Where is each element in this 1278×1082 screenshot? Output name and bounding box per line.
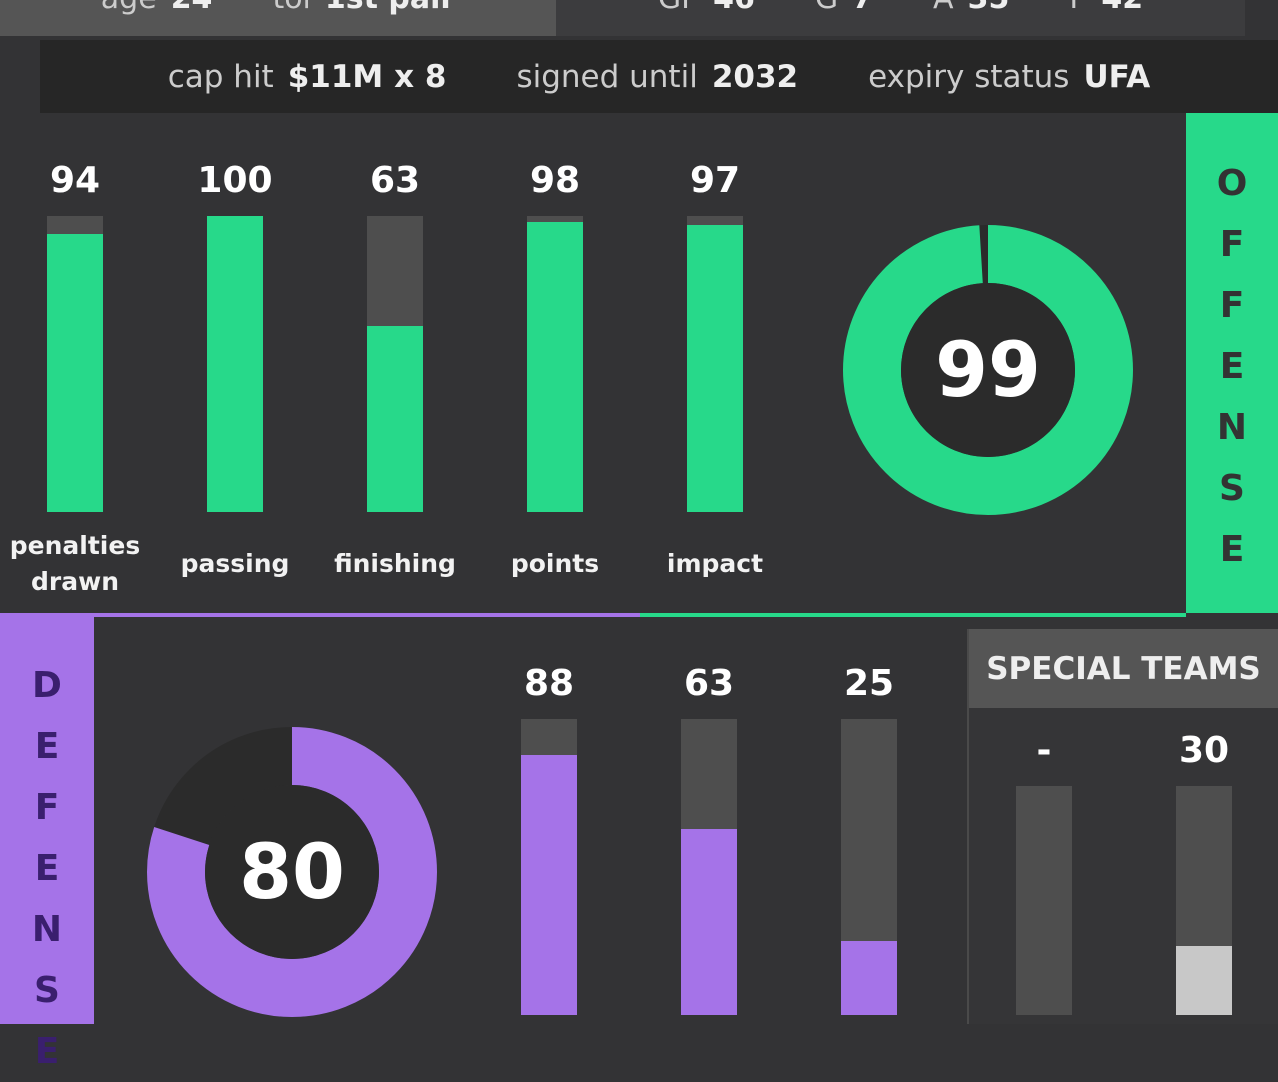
section-letter: E — [34, 848, 60, 889]
gp-value: 46 — [713, 0, 755, 16]
g-label: G — [815, 0, 838, 16]
divider-offense — [640, 613, 1186, 617]
bar-category-label: finishing — [334, 549, 456, 578]
signed-until-value: 2032 — [711, 58, 799, 95]
offense-donut-arc — [843, 225, 1133, 515]
section-letter: E — [34, 726, 60, 767]
p-label: P — [1069, 0, 1087, 16]
stats-panel: GP 46 G7 A 35 P 42 — [556, 0, 1245, 36]
bar-value-label: - — [1036, 730, 1052, 771]
bar-track — [47, 216, 103, 512]
toi-value: 1st pair — [325, 0, 455, 16]
bar-fill — [207, 216, 263, 512]
section-letter: F — [34, 787, 60, 828]
bar-fill — [1176, 946, 1232, 1015]
section-letter: S — [1219, 468, 1245, 509]
bar-value-label: 88 — [523, 663, 575, 704]
gp-label: GP — [658, 0, 699, 16]
bar-track — [207, 216, 263, 512]
bar-fill — [47, 233, 103, 512]
bar-category-label: points — [510, 549, 600, 578]
bar-value-label: 100 — [197, 160, 273, 201]
bar-value-label: 94 — [49, 160, 101, 201]
section-letter: O — [1216, 163, 1248, 204]
expiry-value: UFA — [1083, 58, 1151, 95]
bar-value-label: 63 — [683, 663, 735, 704]
section-letter: N — [31, 909, 63, 950]
bar-fill — [681, 828, 737, 1015]
contract-bar: cap hit $11M x 8 signed until 2032 expiry … — [40, 40, 1278, 113]
bar-value-label: 30 — [1178, 730, 1230, 771]
expiry-label: expiry status — [868, 58, 1070, 95]
a-label: A — [933, 0, 954, 16]
bar-category-label: penalties drawn — [9, 531, 141, 596]
defense-donut-value: 80 — [239, 827, 345, 916]
special-teams-header: SPECIAL TEAMS — [969, 629, 1278, 708]
age-label: age — [101, 0, 157, 16]
bar-value-label: 63 — [369, 160, 421, 201]
bar-fill — [367, 325, 423, 512]
rating-donuts: 99 80 — [147, 225, 1133, 1017]
signed-until-label: signed until — [516, 58, 698, 95]
section-letter: F — [1219, 224, 1245, 265]
offense-donut-center — [901, 283, 1075, 457]
section-letter: N — [1216, 407, 1248, 448]
cap-hit-value: $11M x 8 — [287, 58, 447, 95]
defense-donut-arc — [147, 727, 437, 1017]
bar-track — [1176, 786, 1232, 1015]
defense-donut-center — [205, 785, 379, 959]
bar-track — [521, 719, 577, 1015]
a-value: 35 — [968, 0, 1010, 16]
bar-fill — [527, 221, 583, 512]
section-letter: E — [1219, 346, 1245, 387]
bar-track — [527, 216, 583, 512]
cap-hit-label: cap hit — [167, 58, 274, 95]
bar-category-label: impact — [666, 549, 764, 578]
section-letter: E — [1219, 529, 1245, 570]
p-value: 42 — [1101, 0, 1143, 16]
bar-value-label: 97 — [689, 160, 741, 201]
bar-track — [687, 216, 743, 512]
bar-category-label: passing — [180, 549, 290, 578]
bar-value-label: 98 — [529, 160, 581, 201]
bar-track — [681, 719, 737, 1015]
bar-value-label: 25 — [843, 663, 895, 704]
toi-label: toi — [272, 0, 310, 16]
bar-fill — [687, 224, 743, 512]
bio-panel: age 24 toi 1st pair — [0, 0, 556, 36]
age-value: 24 — [171, 0, 213, 16]
bar-fill — [521, 754, 577, 1015]
section-letter: E — [34, 1031, 60, 1072]
section-letter: S — [34, 970, 60, 1011]
bar-fill — [841, 941, 897, 1015]
offense-donut-value: 99 — [935, 325, 1041, 414]
section-letter: F — [1219, 285, 1245, 326]
bar-track — [367, 216, 423, 512]
bar-track — [841, 719, 897, 1015]
divider-defense — [0, 613, 640, 617]
bar-track — [1016, 786, 1072, 1015]
section-letter: D — [32, 665, 62, 706]
g-value: 7 — [852, 0, 873, 16]
